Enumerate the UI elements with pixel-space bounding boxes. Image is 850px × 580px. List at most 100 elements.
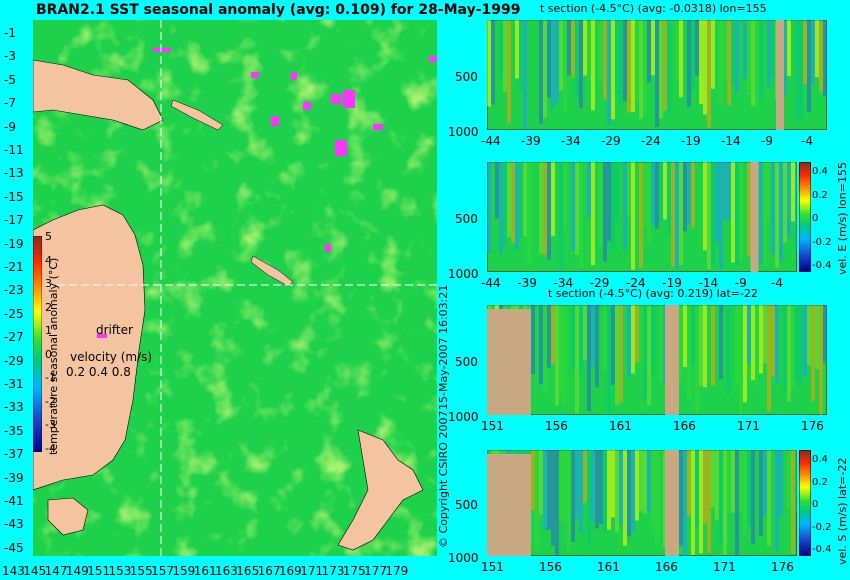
lon-tick: 179 [385, 564, 409, 578]
panel2-side-label: vel. E (m/s) lon=155 [836, 162, 849, 275]
lat-tick: -31 [4, 377, 24, 391]
lon-tick: 149 [65, 564, 89, 578]
panel-3-plot [487, 305, 827, 415]
lon-tick: 153 [108, 564, 132, 578]
panel-x-tick: -9 [761, 134, 773, 148]
panel-x-tick: -39 [521, 134, 541, 148]
panel-x-tick: -9 [734, 276, 747, 290]
panel-y-tick: 1000 [448, 409, 479, 424]
lat-tick: -3 [4, 49, 16, 64]
tasmania-land [47, 497, 89, 536]
panel-cbar-tick: -0.4 [812, 544, 832, 555]
drifter-markers [97, 48, 437, 338]
lat-tick: -13 [4, 166, 24, 181]
lon-tick: 157 [151, 564, 174, 578]
panel-1-plot [487, 20, 827, 130]
lat-tick: -23 [4, 283, 24, 298]
lon-tick: 155 [129, 564, 153, 578]
colorbar-tick: 0 [45, 347, 52, 361]
lon-tick: 173 [321, 564, 345, 578]
lat-tick: -39 [4, 470, 24, 485]
colorbar-tick: 4 [45, 253, 52, 267]
panel-y-tick: 500 [455, 69, 478, 84]
lat-tick: -15 [4, 189, 24, 204]
panel-2-plot [487, 162, 797, 272]
panel-x-tick: 176 [801, 419, 824, 433]
panel-x-tick: -4 [771, 276, 783, 290]
velocity-scale: 0.2 0.4 0.8 [66, 365, 131, 379]
colorbar-tick: -2 [45, 394, 56, 408]
lat-tick: -19 [4, 236, 24, 251]
panel-y-tick: 500 [455, 354, 478, 369]
panel-x-tick: -34 [553, 276, 574, 290]
velocity-label: velocity (m/s) [70, 350, 153, 364]
lat-tick: -41 [4, 494, 24, 508]
panel-cbar-tick: -0.2 [812, 236, 832, 248]
lat-tick: -5 [4, 72, 16, 87]
lat-tick: -7 [4, 96, 16, 111]
colorbar-tick: -4 [45, 441, 56, 455]
australia-land [33, 204, 146, 491]
panel-4-colorbar [799, 450, 811, 556]
lon-tick: 167 [257, 564, 281, 578]
panel-x-tick: 176 [771, 560, 794, 574]
panel-x-tick: -44 [481, 276, 501, 290]
panel-x-tick: 171 [713, 560, 736, 574]
panel-y-tick: 500 [455, 497, 478, 512]
panel-x-tick: 166 [673, 419, 696, 433]
lon-tick: 159 [172, 564, 196, 578]
lat-tick: -9 [4, 119, 16, 134]
lat-tick: -25 [4, 306, 24, 321]
panel3-title: t section (-4.5°C) (avg: 0.219) lat=-22 [548, 287, 758, 300]
panel-y-tick: 1000 [448, 266, 479, 281]
lat-tick: -45 [4, 540, 24, 555]
panel-x-tick: 156 [545, 419, 568, 433]
panel-x-tick: -4 [801, 134, 813, 148]
lat-tick: -27 [4, 330, 24, 345]
panel-x-tick: -19 [681, 134, 701, 148]
panel-x-tick: -44 [481, 134, 501, 148]
panel-x-tick: 161 [609, 419, 632, 433]
lon-tick: 151 [87, 564, 111, 578]
panel-x-tick: -39 [517, 276, 537, 290]
panel-x-tick: 161 [597, 560, 620, 574]
panel1-title: t section (-4.5°C) (avg: -0.0318) lon=15… [540, 2, 767, 15]
colorbar-tick: 1 [45, 324, 52, 337]
new-guinea-land [33, 59, 164, 131]
panel-cbar-tick: 0.4 [812, 166, 828, 177]
lat-tick: -1 [4, 26, 16, 40]
colorbar-tick: 5 [45, 230, 52, 243]
panel-cbar-tick: -0.4 [812, 260, 832, 271]
lat-tick: -35 [4, 423, 24, 438]
panel-cbar-tick: 0.2 [812, 189, 828, 201]
panel-x-tick: 171 [737, 419, 760, 433]
panel-y-tick: 1000 [448, 550, 479, 565]
panel4-side-label: vel. S (m/s) lat=-22 [836, 457, 849, 565]
panel-x-tick: -29 [601, 134, 621, 148]
panel-x-tick: -19 [662, 276, 682, 290]
solomon-islands [170, 99, 224, 131]
panel-2-colorbar [799, 162, 811, 272]
panel-x-tick: -14 [698, 276, 719, 290]
panel-x-tick: -24 [641, 134, 661, 148]
panel-4-plot [487, 450, 797, 556]
colorbar-tick: -3 [45, 418, 56, 431]
drifter-label: drifter [96, 323, 133, 337]
colorbar-tick: 2 [45, 300, 52, 314]
panel-x-tick: 151 [481, 560, 504, 574]
lon-tick: 171 [300, 564, 324, 578]
panel-cbar-tick: 0.4 [812, 454, 828, 465]
panel-cbar-tick: 0 [812, 213, 819, 224]
lat-tick: -17 [4, 213, 24, 228]
lon-tick: 161 [193, 564, 217, 578]
lon-tick: 169 [278, 564, 302, 578]
panel-x-tick: 156 [539, 560, 562, 574]
colorbar-tick: -1 [45, 371, 56, 384]
lat-tick: -33 [4, 400, 24, 415]
map-title: BRAN2.1 SST seasonal anomaly (avg: 0.109… [36, 2, 521, 18]
new-caledonia [250, 255, 294, 287]
panel-x-tick: -29 [589, 276, 610, 290]
panel-x-tick: -24 [626, 276, 646, 290]
panel-cbar-tick: -0.2 [812, 521, 832, 533]
map-colorbar [33, 236, 42, 452]
